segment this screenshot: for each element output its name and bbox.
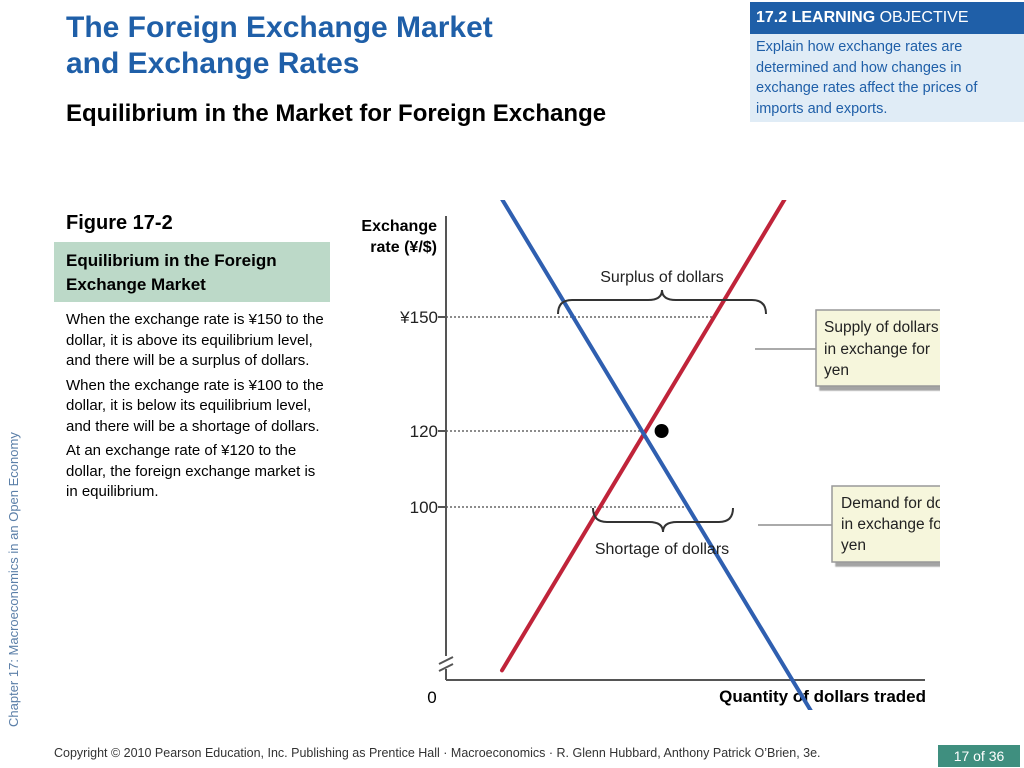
reference-lines: [446, 316, 715, 508]
learning-objective-number: 17.2 LEARNING: [756, 9, 876, 26]
learning-objective-text: Explain how exchange rates are determine…: [750, 34, 1024, 122]
slide-title-line-1: The Foreign Exchange Market: [66, 11, 493, 44]
figure-note: When the exchange rate is ¥100 to the do…: [66, 376, 324, 435]
curves: SupplyDemand: [500, 200, 813, 710]
demand-callout-line: yen: [841, 537, 866, 554]
demand-callout-text: Demand for dollars in exchange for yen: [841, 495, 940, 554]
shortage-brace: [592, 507, 734, 533]
y-axis-label-line-1: Exchange: [361, 218, 437, 235]
demand-callout-line: Demand for dollars: [841, 495, 940, 512]
slide-title: The Foreign Exchange Market and Exchange…: [66, 10, 626, 82]
shortage-label: Shortage of dollars: [595, 541, 729, 558]
y-tick-label: ¥150: [399, 308, 438, 327]
supply-callout-line: Supply of dollars: [824, 319, 939, 336]
slide-subtitle: Equilibrium in the Market for Foreign Ex…: [66, 100, 607, 127]
chapter-footer: Chapter 17: Macroeconomics in an Open Ec…: [6, 432, 21, 727]
learning-objective-header: 17.2 LEARNING OBJECTIVE: [750, 2, 1024, 34]
y-axis-label-line-2: rate (¥/$): [370, 239, 437, 256]
supply-callout-line: yen: [824, 362, 849, 379]
supply-curve: [500, 200, 787, 673]
figure-label: Figure 17-2: [66, 212, 173, 234]
slide-title-line-2: and Exchange Rates: [66, 47, 360, 80]
figure-title: Equilibrium in the Foreign Exchange Mark…: [54, 242, 330, 302]
surplus-brace: [557, 289, 767, 315]
x-axis-label: Quantity of dollars traded: [719, 687, 926, 706]
y-tick-labels: ¥150 120 100: [399, 308, 446, 517]
supply-callout-box: [815, 309, 940, 387]
figure-notes: When the exchange rate is ¥150 to the do…: [66, 310, 328, 507]
origin-label: 0: [427, 688, 436, 707]
figure-note: At an exchange rate of ¥120 to the dolla…: [66, 442, 316, 500]
demand-callout-line: in exchange for: [841, 516, 940, 533]
demand-callout-box: [831, 485, 940, 563]
supply-callout-text: Supply of dollars in exchange for yen: [824, 319, 940, 379]
supply-callout-line: in exchange for: [824, 341, 930, 358]
surplus-label: Surplus of dollars: [600, 269, 724, 286]
demand-curve: [500, 200, 813, 710]
page-number-badge: 17 of 36: [938, 745, 1020, 767]
copyright-footer: Copyright © 2010 Pearson Education, Inc.…: [54, 746, 821, 760]
learning-objective-word: OBJECTIVE: [879, 9, 969, 26]
y-tick-label: 120: [410, 422, 438, 441]
equilibrium-point: [654, 424, 669, 438]
y-tick-label: 100: [410, 498, 438, 517]
figure-note: When the exchange rate is ¥150 to the do…: [66, 311, 324, 369]
axis-break-mark: [438, 656, 454, 672]
exchange-rate-chart: Exchange rate (¥/$) Quantity of dollars …: [361, 200, 940, 710]
